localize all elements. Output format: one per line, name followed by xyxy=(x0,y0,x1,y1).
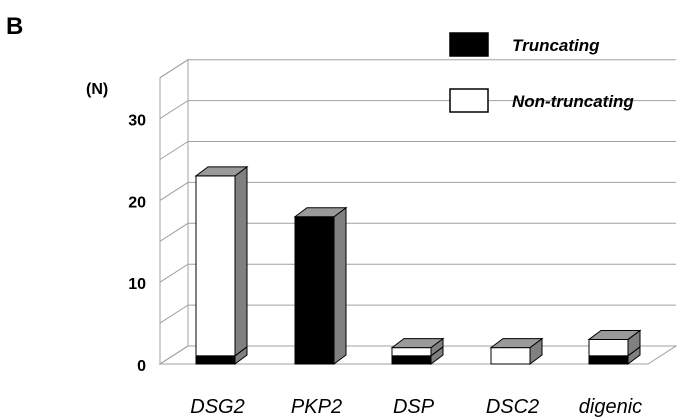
y-tick-label: 30 xyxy=(128,113,146,130)
bar-front-face xyxy=(490,347,531,365)
bar-top-face xyxy=(390,338,445,349)
category-label-digenic: digenic xyxy=(579,396,642,418)
category-label-pkp2: PKP2 xyxy=(291,396,342,418)
grid-lines xyxy=(158,58,677,365)
bar-side-face xyxy=(234,165,248,357)
gridline xyxy=(159,141,676,160)
category-labels: DSG2 PKP2 DSP DSC2 digenic xyxy=(190,396,642,418)
bar-front-face xyxy=(195,355,236,365)
bar-top-face xyxy=(587,329,642,340)
bar-top-face xyxy=(489,338,544,349)
legend-swatch-truncating xyxy=(449,32,489,57)
bar-digenic-non-truncating xyxy=(587,329,642,357)
bar-dsp-non-truncating xyxy=(390,337,445,357)
bar-front-face xyxy=(391,355,432,365)
y-unit-label: (N) xyxy=(86,81,108,98)
bar-dsc2-non-truncating xyxy=(489,337,544,365)
legend: Truncating Non-truncating xyxy=(449,32,634,113)
category-label-dsg2: DSG2 xyxy=(190,396,244,418)
bar-front-face xyxy=(195,175,236,357)
bar-front-face xyxy=(294,216,335,365)
bar-pkp2-truncating xyxy=(293,206,348,365)
legend-swatch-non-truncating xyxy=(449,88,489,113)
y-tick-label: 20 xyxy=(128,194,146,211)
bar-top-face xyxy=(194,166,249,177)
bar-front-face xyxy=(588,355,629,365)
bars xyxy=(194,165,642,365)
category-label-dsp: DSP xyxy=(393,396,435,418)
bar-top-face xyxy=(293,207,348,218)
legend-label-non-truncating: Non-truncating xyxy=(512,92,634,111)
bar-side-face xyxy=(333,206,347,365)
panel-label: B xyxy=(6,13,23,40)
y-tick-label: 0 xyxy=(137,358,146,375)
side-wall xyxy=(159,58,189,365)
bar-front-face xyxy=(588,338,629,357)
gridline xyxy=(159,59,676,79)
y-tick-label: 10 xyxy=(128,276,146,293)
bar-front-face xyxy=(391,347,432,357)
legend-label-truncating: Truncating xyxy=(512,36,600,55)
y-tick-labels: 0 10 20 30 xyxy=(128,113,146,375)
bar-dsg2-non-truncating xyxy=(194,165,249,357)
category-label-dsc2: DSC2 xyxy=(486,396,539,418)
